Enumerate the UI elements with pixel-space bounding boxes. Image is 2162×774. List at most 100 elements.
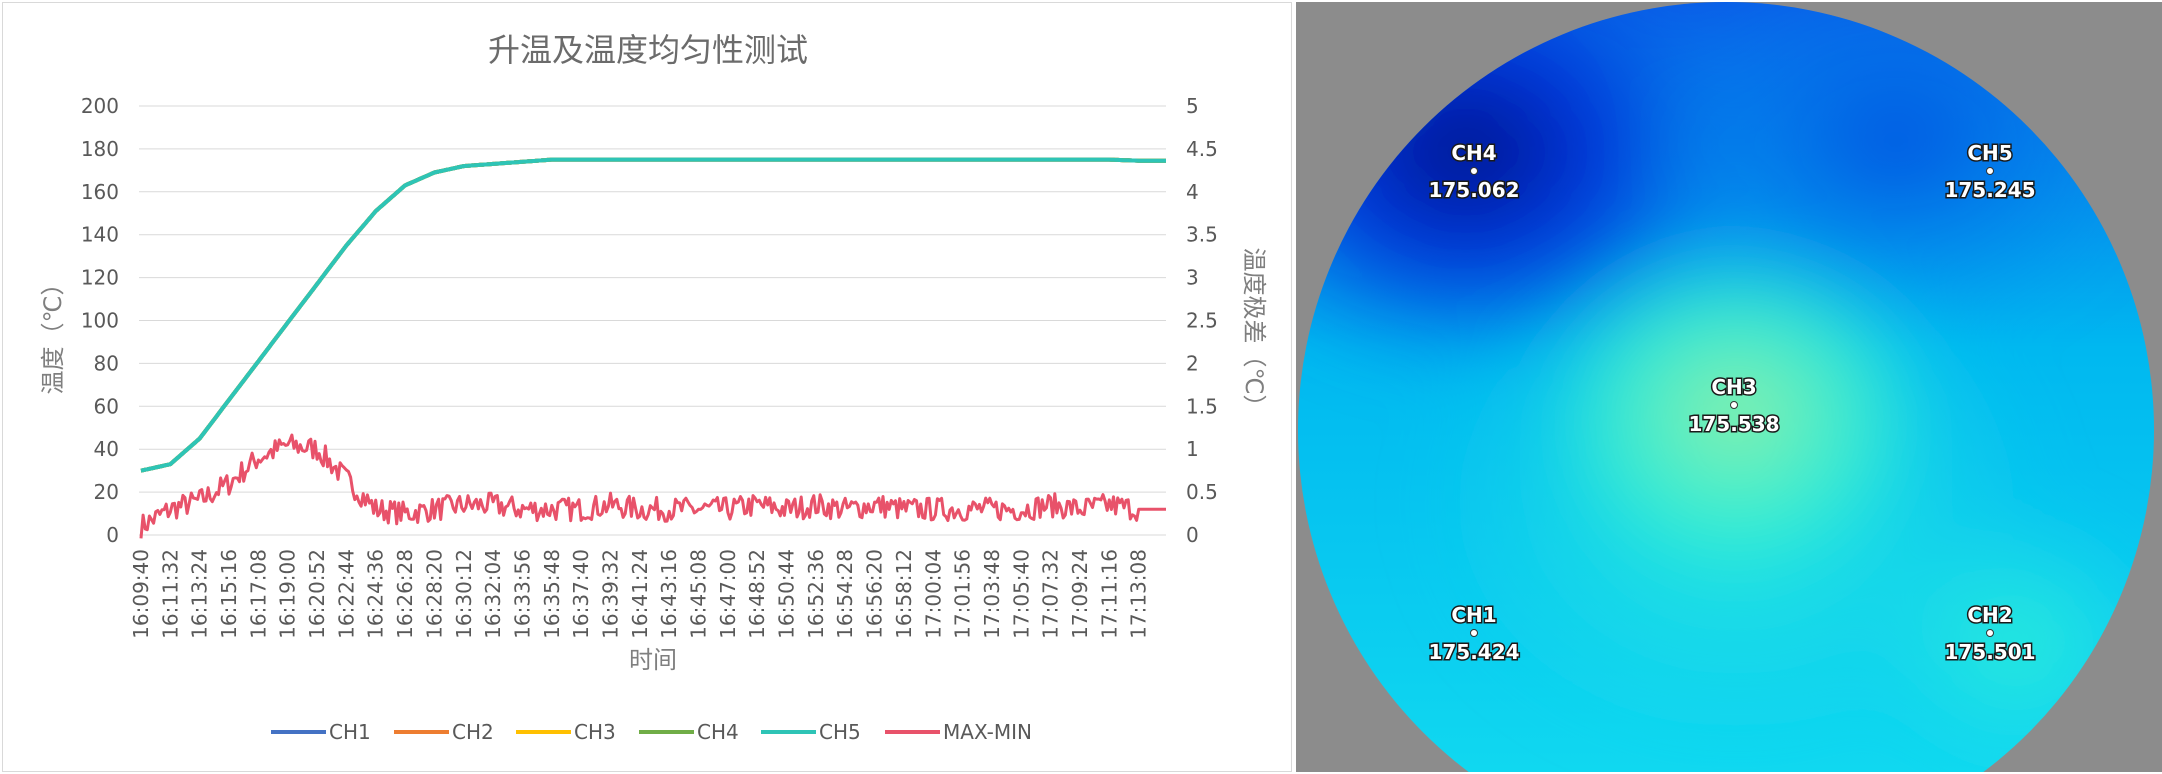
legend-item-ch2: CH2	[394, 720, 494, 744]
probe-value: 175.501	[1944, 640, 2035, 664]
legend-item-ch4: CH4	[639, 720, 739, 744]
probe-name: CH4	[1451, 141, 1496, 165]
x-tick-label: 17:00:04	[921, 549, 945, 639]
legend-label: CH2	[452, 720, 494, 744]
y-tick-label-right: 2.5	[1186, 309, 1218, 333]
x-tick-label: 16:11:32	[158, 549, 182, 639]
y-tick-label-left: 40	[94, 437, 119, 461]
x-tick-label: 16:58:12	[892, 549, 916, 639]
y-axis-title-right: 温度极差（℃）	[1240, 248, 1268, 419]
y-tick-label-right: 1	[1186, 437, 1199, 461]
x-tick-label: 17:01:56	[951, 549, 975, 639]
y-tick-label-left: 140	[81, 223, 119, 247]
x-tick-label: 17:13:08	[1127, 549, 1151, 639]
x-tick-label: 16:28:20	[422, 549, 446, 639]
probe-name: CH1	[1451, 603, 1496, 627]
probe-dot	[1986, 629, 1994, 637]
legend-item-ch3: CH3	[516, 720, 616, 744]
y-tick-label-right: 4.5	[1186, 137, 1218, 161]
probe-ch4: CH4 175.062	[1427, 140, 1521, 204]
probe-dot	[1986, 167, 1994, 175]
legend-item-ch1: CH1	[271, 720, 371, 744]
x-tick-label: 16:50:44	[775, 549, 799, 639]
y-tick-label-right: 4	[1186, 180, 1199, 204]
y-axis-title-left: 温度（℃）	[39, 272, 67, 395]
legend: CH1 CH2 CH3 CH4 CH5 MAX-MIN	[271, 720, 1032, 744]
legend-item-ch5: CH5	[761, 720, 861, 744]
x-tick-label: 16:33:56	[510, 549, 534, 639]
x-tick-label: 16:41:24	[628, 549, 652, 639]
probe-ch3: CH3 175.538	[1687, 374, 1781, 438]
y-tick-label-left: 20	[94, 480, 119, 504]
gridlines	[139, 105, 1166, 536]
x-tick-label: 16:30:12	[452, 549, 476, 639]
y-tick-label-left: 200	[81, 94, 119, 118]
y-tick-label-right: 5	[1186, 94, 1199, 118]
probe-dot	[1470, 629, 1478, 637]
y-tick-label-right: 0	[1186, 523, 1199, 547]
probe-name: CH2	[1967, 603, 2012, 627]
right-axis-ticks: 0 0.5 1 1.5 2 2.5 3 3.5 4 4.5 5	[1186, 94, 1218, 547]
x-tick-label: 16:43:16	[657, 549, 681, 639]
y-tick-label-left: 80	[94, 351, 119, 375]
y-tick-label-right: 3	[1186, 266, 1199, 290]
probe-markers: CH4 175.062 CH5 175.245 CH3 175.538 CH1 175.424…	[1427, 140, 2037, 666]
legend-label: CH3	[574, 720, 616, 744]
x-axis-title: 时间	[629, 646, 677, 674]
x-tick-label: 16:15:16	[217, 549, 241, 639]
left-axis-ticks: 0 20 40 60 80 100 120 140 160 180 200	[81, 94, 119, 547]
temperature-map-panel: CH4 175.062 CH5 175.245 CH3 175.538 CH1 175.424…	[1296, 2, 2162, 772]
x-tick-label: 16:09:40	[129, 549, 153, 639]
x-tick-label: 16:56:20	[863, 549, 887, 639]
probe-dot	[1730, 401, 1738, 409]
x-tick-label: 16:19:00	[276, 549, 300, 639]
x-tick-label: 16:13:24	[188, 549, 212, 639]
y-tick-label-right: 2	[1186, 351, 1199, 375]
x-tick-label: 16:26:28	[393, 549, 417, 639]
x-tick-label: 16:54:28	[833, 549, 857, 639]
series-lines	[139, 157, 1166, 539]
legend-item-max-min: MAX-MIN	[885, 720, 1032, 744]
x-tick-label: 16:17:08	[246, 549, 270, 639]
x-tick-label: 16:37:40	[569, 549, 593, 639]
probe-ch1: CH1 175.424	[1427, 602, 1521, 666]
x-tick-label: 16:39:32	[598, 549, 622, 639]
x-tick-label: 17:05:40	[1009, 549, 1033, 639]
probe-ch2: CH2 175.501	[1943, 602, 2037, 666]
series-line-ch5	[140, 157, 1166, 473]
legend-label: CH5	[819, 720, 861, 744]
x-tick-label: 17:03:48	[980, 549, 1004, 639]
x-tick-label: 16:45:08	[687, 549, 711, 639]
probe-value: 175.245	[1944, 178, 2035, 202]
probe-value: 175.424	[1428, 640, 1519, 664]
x-tick-label: 16:52:36	[804, 549, 828, 639]
legend-label: CH4	[697, 720, 739, 744]
x-tick-label: 16:47:00	[716, 549, 740, 639]
chart-panel: 升温及温度均匀性测试 0 20 40 60 80 100 120 140 160 180 200 0…	[2, 2, 1292, 772]
x-tick-label: 16:24:36	[364, 549, 388, 639]
x-tick-label: 16:32:04	[481, 549, 505, 639]
y-tick-label-left: 60	[94, 394, 119, 418]
chart-title: 升温及温度均匀性测试	[488, 31, 808, 69]
y-tick-label-left: 0	[106, 523, 119, 547]
x-axis-ticks: 16:09:40 16:11:32 16:13:24 16:15:16 16:17:08…	[129, 549, 1151, 639]
wafer-temperature-map: CH4 175.062 CH5 175.245 CH3 175.538 CH1 175.424…	[1298, 2, 2154, 772]
x-tick-label: 17:09:24	[1068, 549, 1092, 639]
y-tick-label-left: 180	[81, 137, 119, 161]
x-tick-label: 17:07:32	[1039, 549, 1063, 639]
series-line-max-min	[139, 433, 1166, 539]
probe-name: CH5	[1967, 141, 2012, 165]
probe-name: CH3	[1711, 375, 1756, 399]
y-tick-label-left: 100	[81, 309, 119, 333]
y-tick-label-left: 160	[81, 180, 119, 204]
y-tick-label-right: 0.5	[1186, 480, 1218, 504]
x-tick-label: 16:22:44	[334, 549, 358, 639]
x-tick-label: 16:35:48	[540, 549, 564, 639]
x-tick-label: 16:20:52	[305, 549, 329, 639]
x-tick-label: 17:11:16	[1097, 549, 1121, 639]
y-tick-label-right: 3.5	[1186, 223, 1218, 247]
probe-value: 175.538	[1688, 412, 1779, 436]
y-tick-label-right: 1.5	[1186, 394, 1218, 418]
legend-label: CH1	[329, 720, 371, 744]
legend-label: MAX-MIN	[943, 720, 1032, 744]
